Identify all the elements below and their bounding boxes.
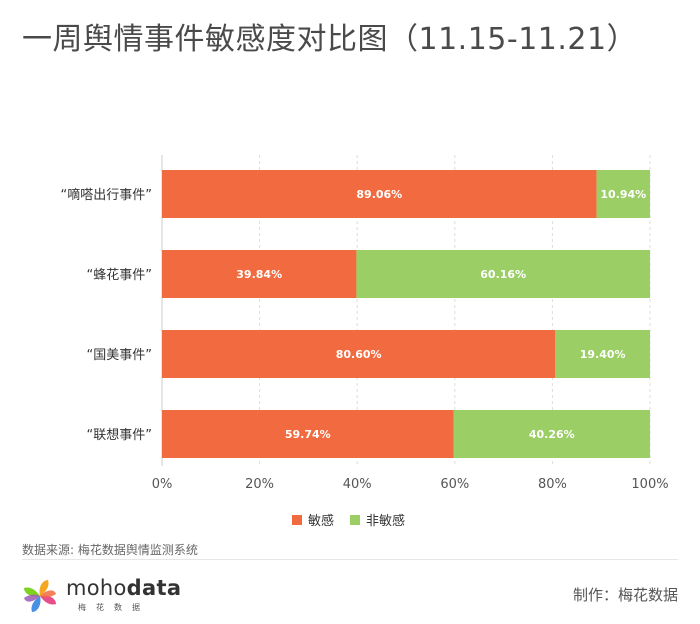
category-label: “蜂花事件” <box>87 267 152 283</box>
category-label: “嘀嗒出行事件” <box>61 188 152 203</box>
logo-word-bold: data <box>126 576 182 600</box>
bar-segment <box>555 330 650 378</box>
bar-segment <box>356 250 650 298</box>
bar-segment <box>162 250 357 298</box>
footer-divider <box>22 559 678 560</box>
bar-segment <box>596 170 650 218</box>
data-label: 60.16% <box>480 268 526 281</box>
data-label: 19.40% <box>580 348 626 361</box>
credit-text: 制作：梅花数据 <box>572 586 678 604</box>
data-label: 10.94% <box>600 188 646 201</box>
data-label: 39.84% <box>236 268 282 281</box>
logo-wordmark: mohodata <box>66 576 181 600</box>
x-tick-label: 40% <box>343 477 372 492</box>
data-label: 80.60% <box>336 348 382 361</box>
x-tick-label: 20% <box>245 477 274 492</box>
legend-label: 非敏感 <box>366 513 405 529</box>
x-tick-label: 60% <box>440 477 469 492</box>
category-label: “联想事件” <box>87 427 152 443</box>
page-title: 一周舆情事件敏感度对比图（11.15-11.21） <box>22 22 638 57</box>
legend-label: 敏感 <box>308 513 334 529</box>
stacked-bar-chart: 0% 20% 40% 60% 80% 100% “嘀嗒出行事件” 89.06% 10.94% “蜂… <box>61 155 669 529</box>
bar-segment <box>162 410 454 458</box>
bar-segment <box>162 330 556 378</box>
data-label: 59.74% <box>285 428 331 441</box>
data-label: 40.26% <box>529 428 575 441</box>
pinwheel-icon <box>24 580 56 612</box>
category-label: “国美事件” <box>87 348 152 363</box>
logo-subtitle: 梅花数据 <box>78 603 150 612</box>
legend-swatch <box>292 515 302 525</box>
x-tick-label: 100% <box>631 477 668 492</box>
x-tick-label: 80% <box>538 477 567 492</box>
bar-segment <box>162 170 597 218</box>
legend-swatch <box>350 515 360 525</box>
mohodata-logo: mohodata 梅花数据 <box>20 576 200 616</box>
bar-segment <box>453 410 650 458</box>
data-source: 数据来源: 梅花数据舆情监测系统 <box>22 543 198 557</box>
data-label: 89.06% <box>356 188 402 201</box>
x-tick-label: 0% <box>152 477 173 492</box>
logo-word-light: moho <box>66 576 127 600</box>
